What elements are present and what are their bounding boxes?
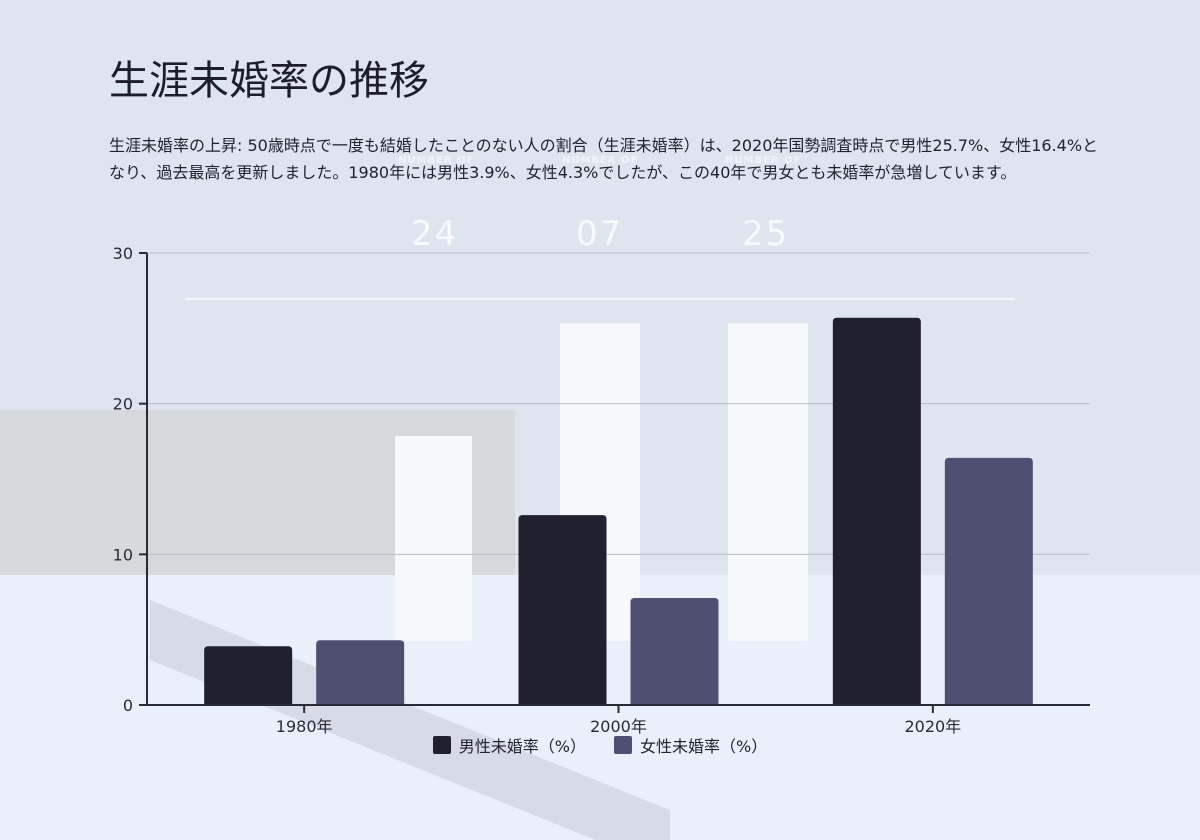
y-tick-label: 10 — [113, 545, 133, 564]
legend-swatch-male — [432, 736, 451, 754]
x-tick-label: 1980年 — [276, 717, 333, 736]
page-title: 生涯未婚率の推移 — [109, 58, 429, 104]
bar-male — [204, 646, 293, 705]
y-tick-label: 0 — [123, 696, 133, 715]
legend-item-female: 女性未婚率（%） — [614, 733, 767, 757]
bar-female — [944, 457, 1033, 705]
legend-label-male: 男性未婚率（%） — [458, 737, 586, 756]
description-text: 生涯未婚率の上昇: 50歳時点で一度も結婚したことのない人の割合（生涯未婚率）は… — [109, 136, 1099, 182]
bar-female — [316, 640, 405, 705]
bar-male — [518, 515, 607, 705]
background-number: 25 — [742, 214, 790, 254]
x-tick-label: 2000年 — [590, 717, 647, 736]
background-number: 24 — [411, 214, 459, 254]
background-label: NUMBER OF — [398, 155, 475, 166]
y-tick-label: 30 — [113, 244, 133, 263]
background-shelf — [185, 298, 1015, 300]
background-label: NUMBER OF — [725, 155, 802, 166]
chart-legend: 男性未婚率（%） 女性未婚率（%） — [0, 733, 1200, 757]
background-number: 07 — [576, 214, 624, 254]
background-ghost-bar — [395, 436, 472, 641]
legend-label-female: 女性未婚率（%） — [640, 737, 768, 756]
y-tick-label: 20 — [113, 395, 133, 414]
bar-male — [832, 317, 921, 705]
bar-female — [630, 598, 719, 705]
background-ghost-bar — [728, 323, 808, 641]
legend-item-male: 男性未婚率（%） — [432, 733, 586, 757]
x-tick-label: 2020年 — [904, 717, 961, 736]
background-label: NUMBER OF — [562, 155, 639, 166]
legend-swatch-female — [614, 736, 632, 754]
